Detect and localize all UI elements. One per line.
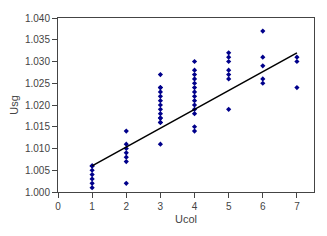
svg-text:1.010: 1.010 — [25, 143, 50, 154]
svg-text:4: 4 — [192, 201, 198, 212]
svg-text:Ucol: Ucol — [175, 213, 197, 225]
svg-text:Usg: Usg — [8, 95, 20, 115]
svg-text:1: 1 — [89, 201, 95, 212]
svg-text:2: 2 — [123, 201, 129, 212]
svg-text:1.015: 1.015 — [25, 121, 50, 132]
svg-text:1.020: 1.020 — [25, 100, 50, 111]
svg-text:1.025: 1.025 — [25, 78, 50, 89]
svg-text:3: 3 — [158, 201, 164, 212]
svg-text:1.040: 1.040 — [25, 13, 50, 24]
svg-text:6: 6 — [260, 201, 266, 212]
svg-text:7: 7 — [294, 201, 300, 212]
svg-text:1.030: 1.030 — [25, 56, 50, 67]
svg-text:5: 5 — [226, 201, 232, 212]
svg-text:1.005: 1.005 — [25, 165, 50, 176]
svg-text:0: 0 — [55, 201, 61, 212]
svg-text:1.000: 1.000 — [25, 187, 50, 198]
svg-text:1.035: 1.035 — [25, 34, 50, 45]
